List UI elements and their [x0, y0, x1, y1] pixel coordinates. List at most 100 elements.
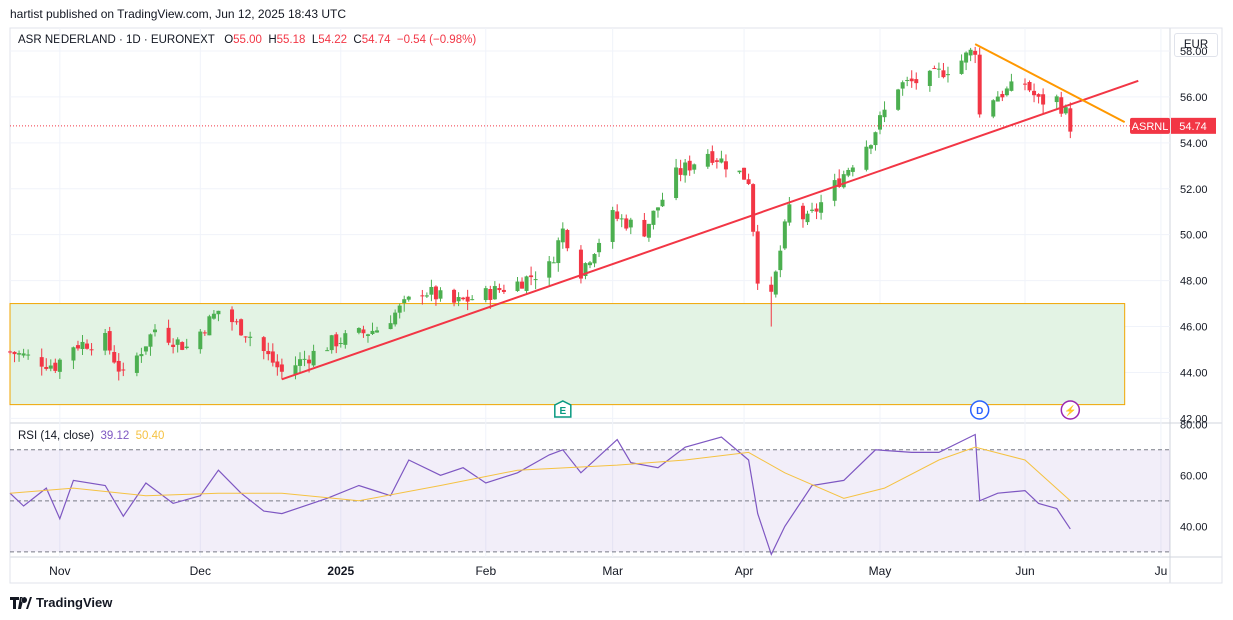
candle-up [153, 329, 157, 333]
candle-down [180, 342, 185, 350]
candle-down [973, 50, 978, 55]
candle-up [805, 213, 810, 223]
candle-up [588, 262, 592, 266]
candle-up [48, 365, 53, 369]
candle-up [850, 167, 855, 172]
candle-up [936, 68, 941, 70]
candle-up [103, 333, 108, 351]
candle-up [483, 288, 488, 301]
candle-up [393, 312, 398, 325]
last-price-value: 54.74 [1179, 121, 1207, 133]
time-tick-label: Dec [190, 564, 211, 578]
time-tick-label: Ju [1155, 564, 1168, 578]
candle-down [279, 364, 284, 372]
price-tick-label: 54.00 [1180, 138, 1208, 150]
candle-up [184, 346, 189, 349]
candle-down [53, 362, 58, 371]
candle-up [651, 210, 656, 225]
candle-down [746, 179, 751, 184]
time-tick-label: 2025 [327, 564, 354, 578]
candle-down [270, 351, 275, 363]
candle-up [964, 52, 969, 63]
candle-down [121, 369, 126, 371]
candle-up [846, 170, 851, 176]
high-label: H [268, 34, 277, 46]
candle-down [452, 289, 457, 303]
candle-up [21, 353, 26, 356]
candle-up [882, 109, 887, 118]
rsi-tick-label: 80.00 [1180, 419, 1208, 431]
candle-down [497, 288, 502, 291]
candle-down [234, 321, 239, 323]
time-tick-label: Nov [49, 564, 70, 578]
candle-up [1063, 107, 1068, 114]
candle-up [134, 355, 139, 373]
candle-down [171, 344, 176, 347]
candle-down [687, 160, 692, 171]
candle-down [1036, 94, 1041, 97]
candle-up [660, 199, 665, 207]
candle-down [909, 78, 914, 82]
last-price-tag-bg [1171, 117, 1216, 134]
candle-up [841, 174, 846, 188]
candle-down [461, 297, 466, 300]
candle-down [39, 357, 44, 367]
candle-up [782, 221, 787, 249]
candle-down [89, 349, 94, 351]
ticker-tag: ASRNL [1132, 121, 1169, 133]
candle-up [365, 334, 370, 336]
candle-up [17, 353, 22, 355]
candle-down [714, 160, 719, 162]
candle-up [406, 296, 411, 300]
candle-down [800, 205, 805, 220]
candle-up [705, 153, 710, 167]
candle-down [1000, 94, 1005, 98]
candle-up [1054, 96, 1059, 103]
change-value: −0.54 (−0.98%) [396, 34, 477, 46]
dividend-marker-icon[interactable] [969, 400, 990, 420]
candle-up [325, 350, 330, 352]
candle-down [578, 249, 583, 279]
candle-up [302, 358, 307, 360]
candle-up [57, 359, 62, 372]
candle-up [628, 219, 633, 228]
candle-up [211, 313, 216, 319]
earnings-marker-icon[interactable] [554, 400, 572, 418]
candle-up [832, 180, 837, 201]
candle-down [465, 296, 470, 302]
candle-up [71, 347, 76, 361]
candle-up [610, 210, 615, 242]
candle-up [683, 162, 688, 176]
rsi-ma-line [9, 446, 1071, 502]
candle-up [878, 115, 882, 130]
low-value: 54.22 [318, 34, 347, 46]
candle-up [597, 242, 602, 253]
candle-down [742, 167, 747, 180]
currency-button[interactable]: EUR [1174, 33, 1218, 57]
candle-down [769, 284, 774, 292]
candle-down [914, 79, 919, 84]
candle-up [773, 271, 778, 295]
candle-up [198, 331, 203, 350]
price-tick-label: 48.00 [1180, 276, 1208, 288]
candle-up [864, 146, 869, 170]
consolidation-zone [9, 303, 1126, 406]
candle-down [433, 286, 438, 300]
split-marker-icon[interactable] [1060, 400, 1081, 420]
candle-down [239, 319, 244, 336]
candle-up [674, 167, 679, 199]
candle-up [905, 80, 910, 82]
candle-down [202, 332, 207, 334]
candle-up [995, 96, 1000, 102]
candle-up [338, 342, 343, 344]
candle-down [751, 184, 756, 232]
candle-up [646, 223, 651, 238]
candle-down [837, 178, 842, 187]
candle-up [293, 365, 298, 375]
candle-down [243, 336, 248, 338]
candle-up [945, 74, 950, 76]
rsi-ma-value: 50.40 [135, 430, 165, 442]
candle-down [307, 359, 312, 364]
candle-down [1027, 82, 1032, 91]
